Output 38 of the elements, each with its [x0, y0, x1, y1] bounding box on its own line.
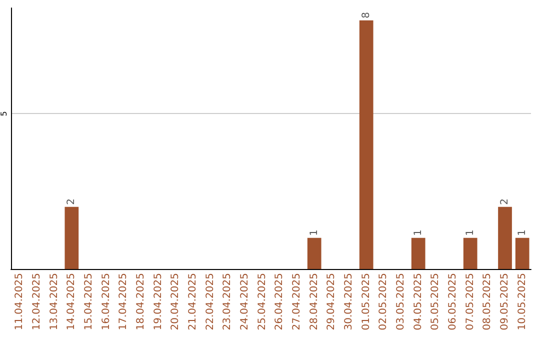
x-tick-label: 27.04.2025 [292, 273, 302, 330]
data-label: 1 [308, 230, 320, 236]
x-tick-label: 01.05.2025 [360, 273, 372, 330]
x-tick-label: 06.05.2025 [448, 273, 458, 330]
x-tick-label: 20.04.2025 [170, 273, 182, 330]
x-tick-label: 21.04.2025 [188, 273, 198, 330]
x-tick-label: 07.05.2025 [464, 273, 476, 330]
x-tick-label: 22.04.2025 [204, 273, 216, 330]
y-tick-label: 5 [0, 111, 8, 116]
x-tick-label: 23.04.2025 [222, 273, 234, 330]
x-tick-label: 12.04.2025 [32, 273, 42, 330]
x-tick-label: 14.04.2025 [66, 273, 78, 330]
data-label: 1 [516, 230, 528, 236]
x-tick-label: 04.05.2025 [412, 273, 424, 330]
x-tick-label: 11.04.2025 [14, 273, 26, 330]
data-label: 1 [412, 230, 424, 236]
x-tick-label: 16.04.2025 [100, 273, 112, 330]
data-label: 2 [66, 198, 78, 205]
x-tick-label: 26.04.2025 [274, 273, 286, 330]
data-label: 2 [500, 198, 510, 205]
x-tick-label: 25.04.2025 [256, 273, 268, 330]
x-tick-label: 10.05.2025 [516, 273, 528, 330]
x-tick-label: 30.04.2025 [344, 273, 354, 330]
x-tick-label: 29.04.2025 [326, 273, 338, 330]
x-tick-label: 08.05.2025 [482, 273, 494, 330]
x-tick-label: 02.05.2025 [378, 273, 390, 330]
x-tick-label: 13.04.2025 [48, 273, 60, 330]
x-tick-label: 19.04.2025 [152, 273, 164, 330]
x-tick-label: 03.05.2025 [396, 273, 406, 330]
x-tick-label: 09.05.2025 [500, 273, 510, 330]
x-tick-label: 05.05.2025 [430, 273, 442, 330]
x-tick-label: 24.04.2025 [240, 273, 250, 330]
x-tick-label: 15.04.2025 [84, 273, 94, 330]
x-tick-label: 28.04.2025 [308, 273, 320, 330]
data-label: 1 [464, 230, 476, 236]
data-label: 8 [360, 12, 372, 18]
x-tick-label: 18.04.2025 [136, 273, 146, 330]
x-tick-label: 17.04.2025 [118, 273, 130, 330]
